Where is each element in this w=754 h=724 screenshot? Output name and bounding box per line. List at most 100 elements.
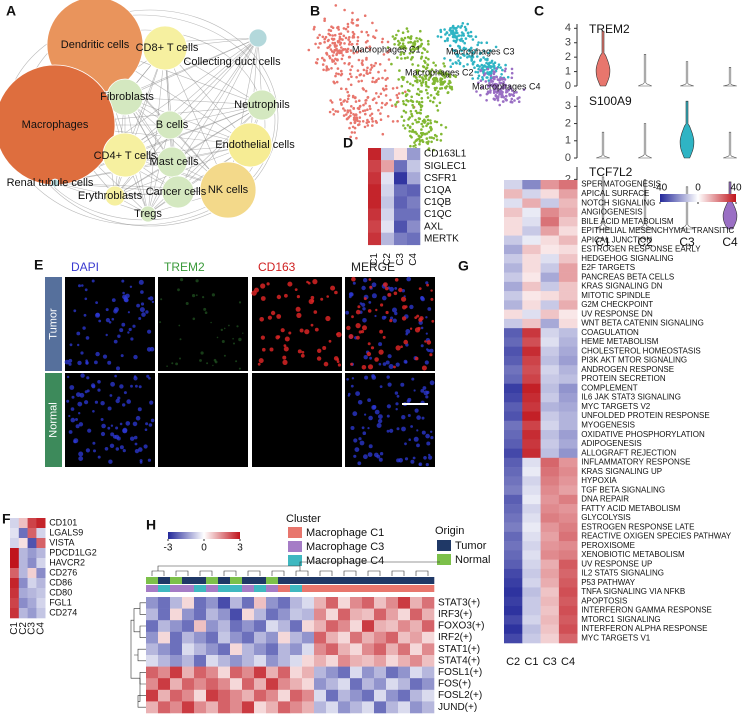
umap-point — [418, 75, 422, 78]
micrograph — [252, 373, 342, 467]
heatmap-cell — [314, 631, 327, 644]
legend-title: Cluster — [286, 513, 321, 525]
umap-point — [439, 139, 443, 142]
umap-point — [323, 17, 327, 21]
row-label: ESTROGEN RESPONSE EARLY — [581, 245, 701, 254]
network-edge — [124, 37, 259, 98]
umap-point — [458, 46, 462, 50]
umap-point — [334, 74, 337, 78]
umap-point — [420, 84, 424, 87]
signal-dot — [128, 327, 132, 332]
umap-point — [366, 95, 370, 99]
row-label: IL2 STAT5 SIGNALING — [581, 569, 664, 578]
signal-dot — [401, 316, 407, 321]
umap-point — [370, 63, 373, 67]
heatmap-cell — [242, 666, 255, 679]
origin-annotation — [350, 577, 363, 584]
umap-point — [317, 46, 320, 49]
heatmap-cell — [18, 548, 28, 559]
signal-dot — [287, 281, 293, 287]
signal-dot — [151, 300, 155, 304]
umap-point — [353, 121, 357, 124]
umap-point — [492, 97, 496, 101]
umap-point — [402, 44, 405, 48]
dendrogram-branch — [139, 602, 146, 615]
heatmap-cell — [362, 608, 375, 621]
cluster-annotation — [290, 585, 303, 592]
heatmap-cell — [558, 476, 578, 486]
panel-letter: A — [6, 3, 16, 19]
umap-point — [344, 27, 348, 31]
umap-point — [454, 39, 458, 43]
umap-point — [347, 43, 351, 46]
micrograph-signal — [66, 373, 155, 464]
origin-annotation — [278, 577, 291, 584]
row-label: INFLAMMATORY RESPONSE — [581, 458, 690, 467]
heatmap-cell — [522, 624, 541, 635]
signal-dot — [428, 455, 433, 460]
signal-dot — [423, 390, 429, 396]
row-label: FOSL1(+) — [438, 667, 482, 678]
signal-dot — [97, 380, 101, 384]
signal-dot — [407, 414, 411, 417]
heatmap-cell — [558, 281, 578, 292]
umap-point — [451, 29, 455, 32]
heatmap-cell — [146, 655, 159, 667]
heatmap-cell — [504, 596, 523, 607]
signal-dot — [68, 414, 71, 418]
umap-point — [329, 29, 333, 32]
umap-point — [355, 24, 359, 27]
umap-point — [321, 63, 325, 66]
signal-dot — [336, 358, 339, 361]
heatmap-cell — [522, 485, 541, 496]
heatmap-cell — [558, 291, 578, 301]
umap-point — [371, 124, 374, 127]
heatmap-cell — [326, 678, 339, 691]
umap-point — [488, 49, 492, 52]
umap-point — [391, 35, 395, 38]
umap-point — [522, 88, 526, 91]
condition-label: Tumor — [47, 308, 59, 340]
row-label: CD163L1 — [424, 149, 467, 160]
heatmap-cell — [540, 402, 560, 412]
heatmap-cell — [522, 531, 541, 542]
heatmap-cell — [10, 558, 20, 569]
signal-dot — [70, 407, 75, 411]
signal-dot — [357, 305, 361, 309]
heatmap-cell — [558, 346, 578, 357]
umap-point — [499, 87, 502, 91]
umap-point — [466, 31, 470, 35]
network-node — [199, 161, 257, 219]
dendrogram-branch — [295, 570, 309, 576]
heatmap-cell — [558, 374, 578, 385]
umap-point — [423, 59, 426, 63]
heatmap-cell — [504, 402, 523, 412]
heatmap-cell — [504, 420, 523, 431]
umap-point — [361, 120, 365, 123]
umap-point — [486, 90, 490, 93]
cluster-annotation — [266, 585, 279, 592]
signal-dot — [367, 309, 372, 313]
signal-dot — [351, 315, 354, 319]
umap-point — [476, 43, 480, 47]
heatmap-cell — [146, 666, 159, 679]
umap-point — [425, 132, 429, 135]
umap-point — [427, 42, 430, 46]
row-label: TNFA SIGNALING VIA NFKB — [581, 587, 685, 596]
umap-point — [348, 126, 351, 130]
signal-dot — [351, 276, 356, 282]
heatmap-cell — [504, 467, 523, 477]
umap-point — [365, 98, 368, 102]
umap-point — [495, 75, 499, 79]
heatmap-cell — [540, 541, 560, 551]
signal-dot — [395, 362, 400, 367]
cluster-annotation — [302, 585, 315, 592]
umap-point — [401, 78, 405, 81]
heatmap-cell — [278, 597, 291, 609]
heatmap-cell — [522, 365, 541, 375]
heatmap-cell — [302, 701, 315, 714]
umap-point — [356, 69, 360, 72]
signal-dot — [395, 345, 401, 351]
signal-dot — [144, 428, 148, 432]
signal-dot — [426, 441, 431, 446]
